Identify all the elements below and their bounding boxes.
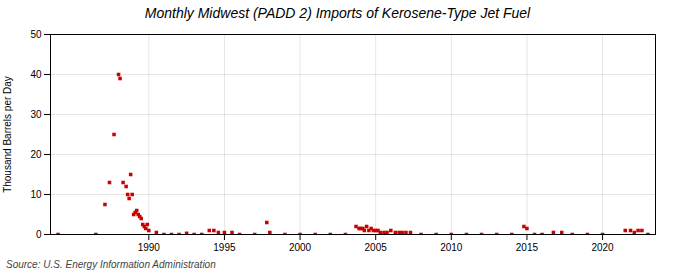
svg-text:Thousand Barrels per Day: Thousand Barrels per Day (2, 76, 13, 193)
svg-text:2020: 2020 (591, 242, 614, 253)
svg-text:1995: 1995 (213, 242, 236, 253)
svg-text:1990: 1990 (138, 242, 161, 253)
svg-text:2000: 2000 (289, 242, 312, 253)
html-text:Monthly Midwest (PADD 2) Impor: Monthly Midwest (PADD 2) Imports of Kero… (144, 5, 531, 21)
svg-text:40: 40 (30, 69, 42, 80)
html-text:Source: U.S. Energy Informatio: Source: U.S. Energy Information Administ… (6, 259, 216, 270)
svg-text:2010: 2010 (440, 242, 463, 253)
svg-text:30: 30 (30, 109, 42, 120)
svg-text:10: 10 (30, 189, 42, 200)
svg-text:0: 0 (36, 229, 42, 240)
svg-text:2015: 2015 (516, 242, 539, 253)
svg-text:20: 20 (30, 149, 42, 160)
svg-text:50: 50 (30, 29, 42, 40)
svg-text:2005: 2005 (365, 242, 388, 253)
